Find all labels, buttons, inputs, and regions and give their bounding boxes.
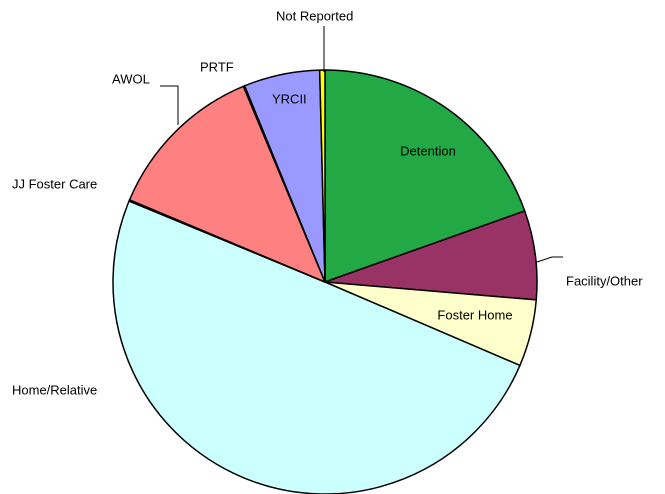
slice-label: AWOL <box>112 71 150 86</box>
slice-label: YRCII <box>272 91 307 106</box>
slice-label: Not Reported <box>276 8 353 23</box>
pie-slice <box>324 69 526 283</box>
slice-label: Facility/Other <box>566 273 643 288</box>
slice-label: Home/Relative <box>12 382 97 397</box>
leader-line <box>536 256 563 263</box>
slice-label: PRTF <box>200 59 234 74</box>
pie-slice <box>318 69 326 283</box>
slice-label: Foster Home <box>437 307 512 322</box>
pie-slice <box>128 85 326 283</box>
pie-slice <box>112 200 521 494</box>
slice-label: Detention <box>400 143 456 158</box>
leader-line <box>160 85 179 125</box>
slice-label: JJ Foster Care <box>12 176 97 191</box>
